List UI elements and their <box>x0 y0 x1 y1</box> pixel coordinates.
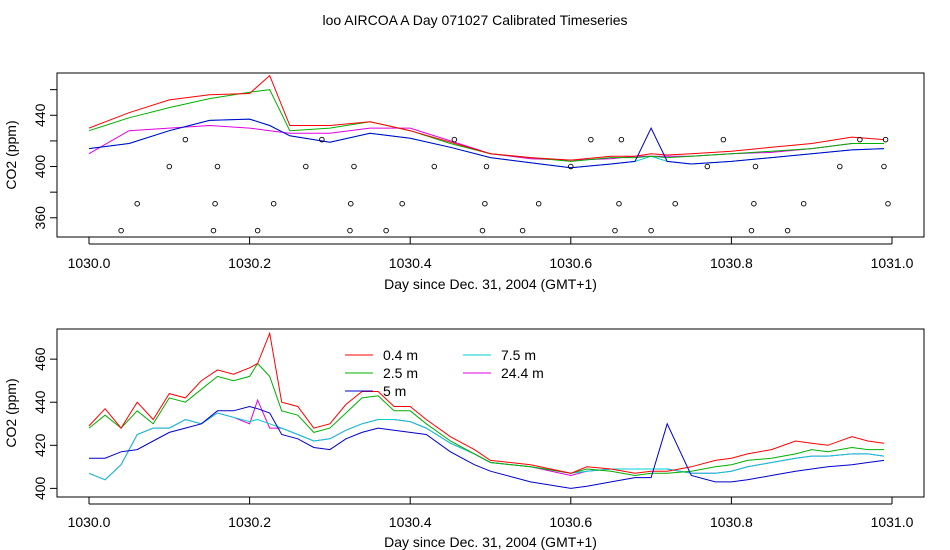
data-point <box>319 136 325 143</box>
series-line-7-5-m <box>88 118 885 169</box>
legend-label: 24.4 m <box>501 365 544 381</box>
series-line-2-5-m <box>88 362 884 477</box>
x-tick-label: 1030.0 <box>68 514 111 530</box>
y-axis-label: CO2 (ppm) <box>3 120 19 189</box>
y-tick-label: 400 <box>32 155 48 179</box>
data-point <box>347 227 353 234</box>
data-point <box>568 163 574 170</box>
data-point <box>751 200 757 207</box>
data-point <box>482 200 488 207</box>
data-point <box>885 200 891 207</box>
data-point <box>182 136 189 143</box>
data-point <box>118 227 124 234</box>
series-line-5-m <box>88 118 885 169</box>
legend-label: 2.5 m <box>383 365 418 381</box>
x-tick-label: 1030.4 <box>389 255 432 271</box>
data-point <box>479 227 486 234</box>
data-point <box>612 227 618 234</box>
data-point <box>857 136 863 143</box>
data-point <box>451 136 458 143</box>
data-point <box>837 163 843 170</box>
x-axis-label: Day since Dec. 31, 2004 (GMT+1) <box>384 534 597 550</box>
data-point <box>748 227 755 234</box>
data-point <box>383 227 389 234</box>
legend-label: 7.5 m <box>501 347 536 363</box>
top-panel: 1030.0 1030.2 1030.4 1030.6 1030.8 1031.0 Day … <box>3 72 925 292</box>
x-tick-label: 1030.2 <box>228 255 271 271</box>
data-point <box>399 200 405 207</box>
x-tick-label: 1030.8 <box>710 514 753 530</box>
y-tick-label: 460 <box>32 347 48 371</box>
data-point <box>270 200 277 207</box>
bottom-panel: 1030.0 1030.2 1030.4 1030.6 1030.8 1031.0 Day … <box>3 328 925 550</box>
data-point <box>881 163 887 170</box>
x-tick-label: 1030.4 <box>389 514 432 530</box>
series-line-24-4-m <box>88 124 884 161</box>
y-axis-label: CO2 (ppm) <box>3 378 19 447</box>
data-point <box>648 227 654 234</box>
y-tick-label: 400 <box>32 476 48 500</box>
y-tick-label: 440 <box>32 103 48 127</box>
data-point <box>166 163 173 170</box>
x-tick-label: 1030.6 <box>549 514 592 530</box>
data-point <box>704 163 711 170</box>
legend-label: 0.4 m <box>383 347 418 363</box>
data-point <box>672 200 678 207</box>
data-point <box>254 227 261 234</box>
x-tick-label: 1030.0 <box>68 255 111 271</box>
data-point <box>618 136 625 143</box>
data-point <box>212 200 218 207</box>
x-tick-label: 1031.0 <box>871 514 914 530</box>
x-tick-label: 1031.0 <box>871 255 914 271</box>
plot-frame <box>56 328 925 498</box>
series-line-5-m <box>89 405 885 489</box>
series-line-0-4-m <box>88 74 885 161</box>
data-point <box>303 163 309 170</box>
data-point <box>800 200 807 207</box>
data-point <box>519 227 526 234</box>
data-point <box>784 227 791 234</box>
data-point <box>616 200 622 207</box>
data-point <box>210 227 217 234</box>
data-point <box>348 200 354 207</box>
legend-label: 5 m <box>383 383 406 399</box>
figure-title: loo AIRCOA A Day 071027 Calibrated Times… <box>322 12 627 28</box>
data-point <box>351 163 357 170</box>
x-tick-label: 1030.6 <box>549 255 592 271</box>
x-axis-label: Day since Dec. 31, 2004 (GMT+1) <box>384 276 597 292</box>
data-point <box>214 163 221 170</box>
y-tick-label: 440 <box>32 390 48 414</box>
x-tick-label: 1030.2 <box>228 514 271 530</box>
series-line-24-4-m <box>88 398 885 481</box>
y-tick-label: 420 <box>32 433 48 457</box>
data-point <box>720 136 727 143</box>
data-point <box>882 136 889 143</box>
data-point <box>535 200 542 207</box>
data-point <box>588 136 594 143</box>
data-point <box>483 163 490 170</box>
data-point <box>431 163 438 170</box>
y-tick-label: 360 <box>32 206 48 230</box>
x-tick-label: 1030.8 <box>710 255 753 271</box>
data-point <box>752 163 759 170</box>
data-point <box>134 200 140 207</box>
series-line-0-4-m <box>88 331 885 474</box>
plot-frame <box>56 72 925 238</box>
